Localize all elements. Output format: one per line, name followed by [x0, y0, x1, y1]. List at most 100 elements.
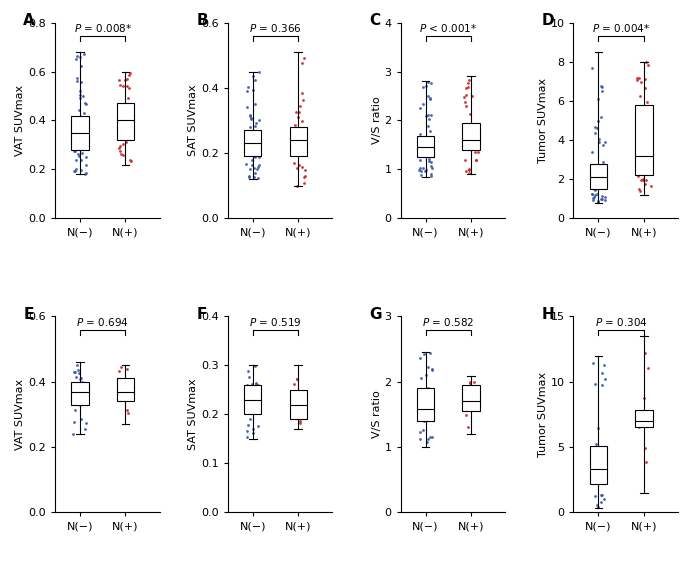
Point [78, 142, 89, 151]
Point [116, 377, 127, 386]
Point [71, 373, 82, 382]
Point [68, 417, 79, 426]
Point [73, 149, 84, 158]
Point [251, 395, 262, 404]
Point [299, 136, 310, 145]
Point [243, 421, 254, 430]
Point [122, 75, 133, 84]
Point [469, 138, 480, 148]
Point [114, 141, 125, 150]
Point [421, 166, 432, 175]
Point [461, 131, 472, 140]
Point [463, 76, 474, 85]
Point [645, 168, 656, 177]
Point [253, 152, 264, 161]
Point [632, 75, 643, 84]
Point [640, 83, 651, 92]
Point [420, 111, 431, 120]
Text: $\mathit{P}$ < 0.001*: $\mathit{P}$ < 0.001* [419, 23, 477, 34]
Point [422, 111, 433, 120]
Point [468, 133, 479, 142]
Point [248, 173, 259, 182]
Point [594, 174, 605, 183]
Point [250, 379, 261, 388]
Point [593, 166, 603, 175]
Point [597, 490, 608, 499]
Point [594, 457, 605, 466]
Point [419, 144, 430, 153]
Point [421, 133, 432, 142]
Point [635, 409, 646, 418]
Point [416, 373, 427, 382]
Point [76, 155, 87, 164]
Point [242, 367, 253, 376]
Point [294, 417, 305, 426]
Point [426, 365, 437, 374]
Point [77, 383, 88, 392]
Point [77, 144, 88, 153]
Point [72, 128, 83, 137]
Bar [244, 385, 262, 414]
Point [644, 168, 655, 177]
Point [68, 129, 79, 138]
Point [123, 378, 134, 387]
Point [247, 155, 258, 164]
Point [249, 149, 260, 158]
Point [291, 131, 302, 140]
Point [595, 462, 606, 471]
Point [79, 138, 90, 148]
Point [121, 135, 132, 144]
Point [423, 384, 434, 393]
Point [243, 404, 254, 413]
Point [421, 152, 432, 161]
Point [81, 99, 92, 108]
Point [640, 175, 651, 184]
Point [425, 110, 436, 119]
Point [588, 194, 599, 203]
Point [79, 127, 90, 136]
Point [121, 138, 132, 147]
Text: $\mathit{P}$ = 0.694: $\mathit{P}$ = 0.694 [76, 316, 129, 328]
Bar [116, 378, 134, 401]
Point [589, 458, 600, 467]
Point [425, 409, 436, 418]
Y-axis label: V/S ratio: V/S ratio [371, 97, 382, 144]
Point [294, 396, 305, 405]
Point [636, 175, 647, 184]
Point [593, 166, 604, 175]
Point [591, 500, 602, 509]
Point [596, 369, 607, 378]
Point [117, 82, 128, 91]
Point [464, 164, 475, 173]
Point [73, 394, 84, 403]
Point [295, 134, 306, 143]
Point [638, 106, 649, 115]
Point [251, 164, 262, 173]
Point [427, 139, 438, 148]
Point [114, 144, 125, 153]
Point [465, 379, 476, 388]
Point [68, 382, 79, 391]
Point [642, 97, 653, 106]
Point [242, 140, 253, 149]
Point [68, 368, 79, 377]
Point [417, 414, 428, 423]
Point [75, 135, 86, 144]
Point [425, 93, 436, 102]
Point [247, 149, 258, 158]
Point [71, 113, 82, 122]
Point [245, 135, 256, 144]
Point [423, 157, 434, 166]
Point [297, 162, 308, 171]
Point [70, 131, 81, 140]
Point [121, 365, 132, 374]
Point [423, 147, 434, 156]
Point [592, 124, 603, 133]
Point [247, 425, 258, 434]
Point [81, 153, 92, 162]
Point [299, 53, 310, 62]
Y-axis label: VAT SUVmax: VAT SUVmax [15, 379, 25, 450]
Point [591, 439, 602, 448]
Point [593, 94, 603, 103]
Point [425, 150, 436, 159]
